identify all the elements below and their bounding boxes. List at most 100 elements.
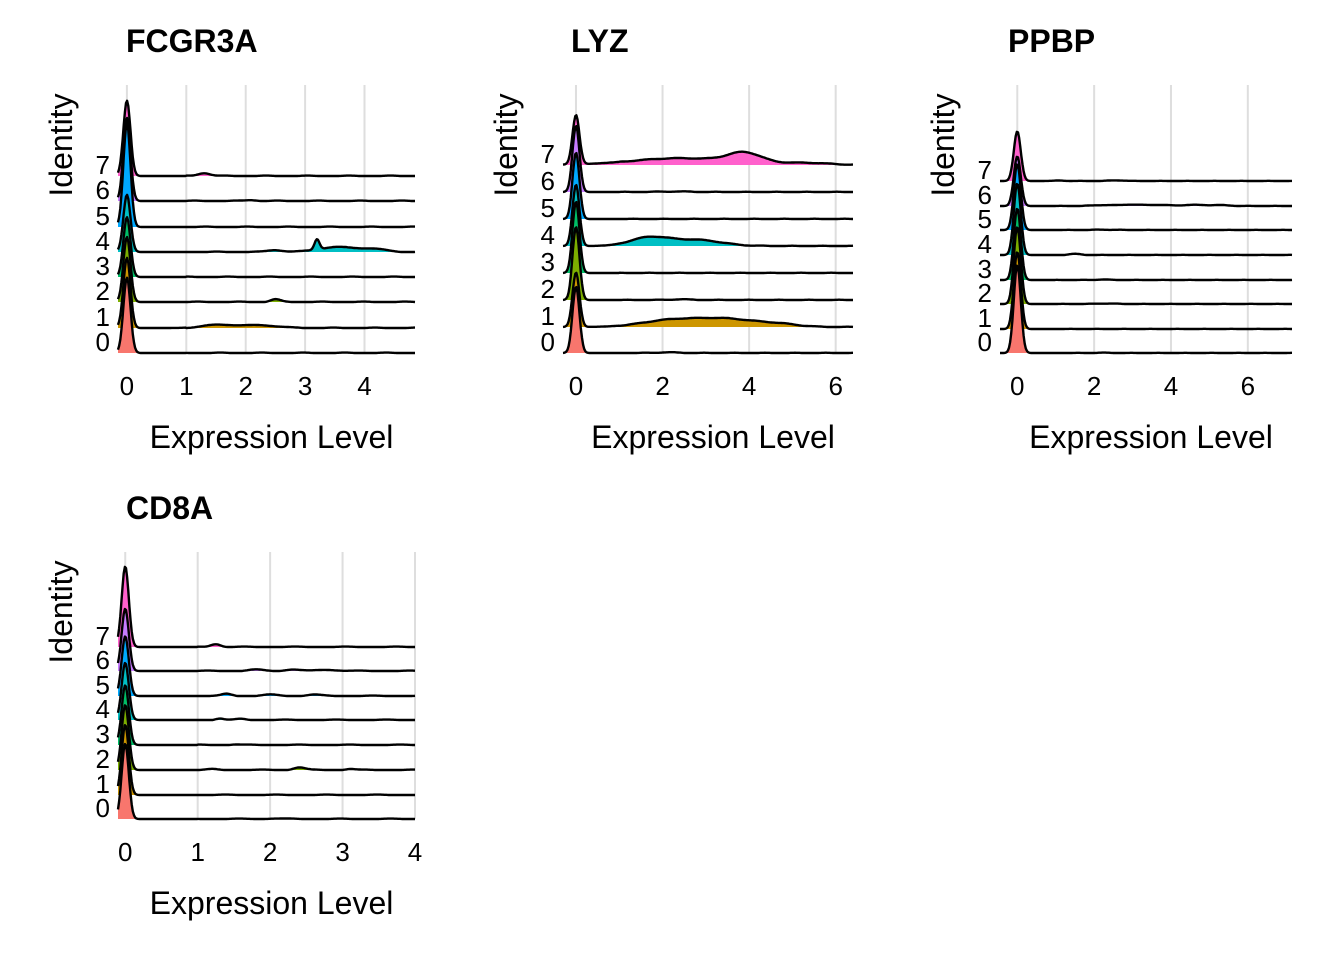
ridge-fill-6 bbox=[118, 609, 415, 671]
identity-tick-label: 1 bbox=[96, 302, 110, 332]
ridge-line-4 bbox=[562, 184, 854, 248]
ridge-line-5 bbox=[116, 635, 416, 698]
x-tick-label: 0 bbox=[1010, 371, 1024, 401]
ridge-fill-1 bbox=[118, 257, 415, 328]
identity-tick-label: 4 bbox=[978, 229, 992, 259]
x-tick-label: 4 bbox=[408, 837, 422, 867]
identity-tick-label: 5 bbox=[541, 193, 555, 223]
identity-tick-label: 7 bbox=[541, 139, 555, 169]
ridge-fill-7 bbox=[118, 100, 415, 176]
identity-tick-label: 7 bbox=[978, 155, 992, 185]
identity-tick-label: 4 bbox=[541, 220, 555, 250]
ridge-fill-4 bbox=[563, 185, 853, 246]
ridge-line-6 bbox=[116, 607, 416, 673]
identity-tick-label: 5 bbox=[96, 670, 110, 700]
y-axis-title: Identity bbox=[488, 93, 524, 196]
ridge-line-0 bbox=[116, 276, 416, 355]
ridge-line-6 bbox=[562, 124, 854, 194]
ridge-line-1 bbox=[116, 256, 416, 330]
ridge-line-6 bbox=[999, 155, 1293, 208]
ridge-line-3 bbox=[116, 684, 416, 747]
identity-tick-label: 3 bbox=[978, 254, 992, 284]
ridge-fill-0 bbox=[118, 277, 415, 353]
ridge-line-1 bbox=[562, 271, 854, 329]
ridge-line-5 bbox=[562, 151, 854, 221]
ridge-line-4 bbox=[116, 661, 416, 722]
y-axis-title: Identity bbox=[43, 560, 79, 663]
ridge-line-7 bbox=[562, 114, 854, 166]
identity-tick-label: 5 bbox=[96, 201, 110, 231]
y-axis-title: Identity bbox=[925, 93, 961, 196]
identity-tick-label: 3 bbox=[541, 247, 555, 277]
identity-tick-label: 3 bbox=[96, 251, 110, 281]
x-tick-label: 2 bbox=[263, 837, 277, 867]
x-tick-label: 4 bbox=[1164, 371, 1178, 401]
ridge-fill-6 bbox=[118, 118, 415, 201]
x-tick-label: 4 bbox=[357, 371, 371, 401]
ridge-line-7 bbox=[999, 130, 1293, 183]
identity-tick-label: 6 bbox=[541, 166, 555, 196]
ridge-line-0 bbox=[116, 742, 416, 821]
panel-title: PPBP bbox=[1008, 23, 1095, 59]
x-tick-label: 1 bbox=[190, 837, 204, 867]
ridge-fill-1 bbox=[118, 725, 415, 795]
identity-tick-label: 7 bbox=[96, 150, 110, 180]
ridge-fill-3 bbox=[563, 202, 853, 273]
ridge-line-2 bbox=[116, 704, 416, 772]
ridge-fill-2 bbox=[563, 227, 853, 300]
identity-tick-label: 5 bbox=[978, 204, 992, 234]
ridge-line-1 bbox=[116, 724, 416, 797]
x-tick-label: 6 bbox=[1241, 371, 1255, 401]
ridge-line-2 bbox=[116, 235, 416, 304]
ridge-line-4 bbox=[116, 193, 416, 254]
ridge-fill-5 bbox=[118, 636, 415, 696]
ridge-line-0 bbox=[562, 285, 854, 355]
ridge-fill-2 bbox=[118, 705, 415, 770]
ridge-line-4 bbox=[999, 182, 1293, 257]
x-tick-label: 0 bbox=[569, 371, 583, 401]
ridge-line-0 bbox=[999, 264, 1293, 355]
identity-tick-label: 0 bbox=[96, 793, 110, 823]
x-tick-label: 4 bbox=[742, 371, 756, 401]
ridge-line-6 bbox=[116, 116, 416, 203]
identity-tick-label: 2 bbox=[978, 278, 992, 308]
identity-tick-label: 3 bbox=[96, 719, 110, 749]
panel-title: LYZ bbox=[571, 23, 629, 59]
ridge-fill-0 bbox=[118, 744, 415, 819]
identity-tick-label: 4 bbox=[96, 694, 110, 724]
x-axis-title: Expression Level bbox=[150, 885, 394, 921]
ridge-line-5 bbox=[999, 163, 1293, 232]
x-tick-label: 2 bbox=[238, 371, 252, 401]
ridge-line-3 bbox=[116, 216, 416, 279]
ridge-line-2 bbox=[562, 226, 854, 302]
identity-tick-label: 6 bbox=[96, 175, 110, 205]
x-tick-label: 1 bbox=[179, 371, 193, 401]
identity-tick-label: 1 bbox=[96, 769, 110, 799]
x-axis-title: Expression Level bbox=[150, 419, 394, 455]
identity-tick-label: 2 bbox=[96, 744, 110, 774]
x-tick-label: 0 bbox=[118, 837, 132, 867]
y-axis-title: Identity bbox=[43, 93, 79, 196]
identity-tick-label: 2 bbox=[541, 274, 555, 304]
x-axis-title: Expression Level bbox=[1029, 419, 1273, 455]
ridge-line-3 bbox=[999, 207, 1293, 282]
ridge-fill-2 bbox=[118, 237, 415, 302]
identity-tick-label: 6 bbox=[978, 180, 992, 210]
identity-tick-label: 2 bbox=[96, 276, 110, 306]
identity-tick-label: 1 bbox=[978, 303, 992, 333]
ridge-fill-4 bbox=[118, 194, 415, 252]
x-tick-label: 3 bbox=[335, 837, 349, 867]
identity-tick-label: 6 bbox=[96, 645, 110, 675]
ridge-line-1 bbox=[999, 251, 1293, 331]
identity-tick-label: 0 bbox=[96, 327, 110, 357]
panel-title: CD8A bbox=[126, 490, 213, 526]
ridge-line-3 bbox=[562, 200, 854, 275]
identity-tick-label: 0 bbox=[978, 327, 992, 357]
x-axis-title: Expression Level bbox=[591, 419, 835, 455]
identity-tick-label: 0 bbox=[541, 327, 555, 357]
x-tick-label: 2 bbox=[655, 371, 669, 401]
